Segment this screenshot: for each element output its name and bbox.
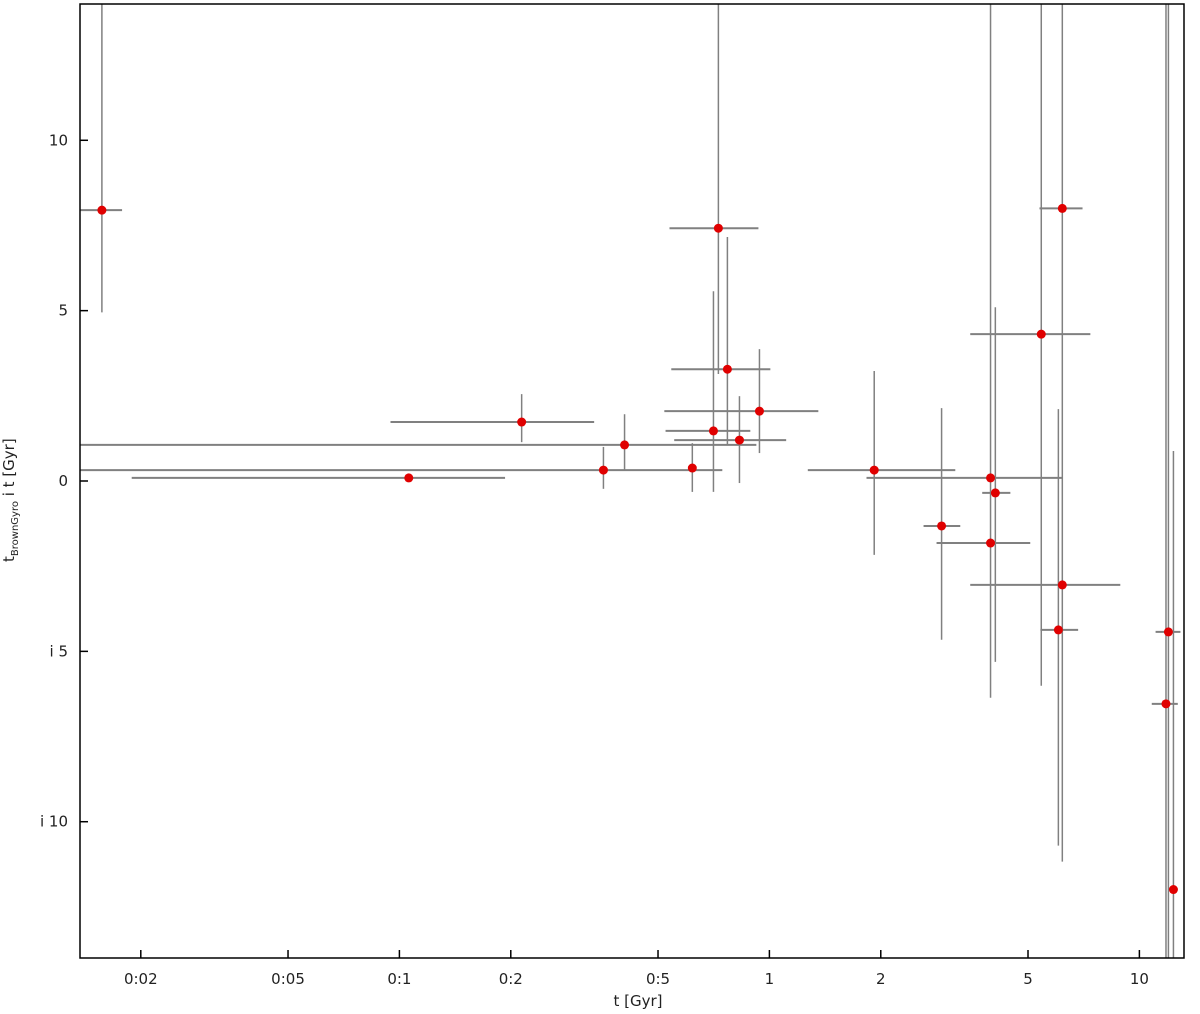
data-point [754, 406, 764, 416]
data-point [708, 426, 718, 436]
data-point [869, 465, 879, 475]
x-tick-label: 0:2 [499, 970, 523, 988]
x-tick-label: 0:5 [646, 970, 670, 988]
plot-frame [79, 3, 1185, 959]
data-point [990, 488, 1000, 498]
x-tick-label: 2 [876, 970, 886, 988]
data-point [986, 538, 996, 548]
data-point [734, 435, 744, 445]
data-point [1053, 625, 1063, 635]
y-label-sub: BrownGyro [10, 501, 21, 556]
x-axis-label: t [Gyr] [613, 992, 662, 1010]
data-point [97, 205, 107, 215]
data-point [937, 521, 947, 531]
x-tick-label: 0:02 [124, 970, 158, 988]
data-point [1161, 699, 1171, 709]
y-axis-label: tBrownGyro i t [Gyr] [0, 438, 21, 562]
x-tick-label: 0:1 [387, 970, 411, 988]
data-point [722, 364, 732, 374]
x-tick-label: 5 [1023, 970, 1033, 988]
y-tick-label: 5 [58, 302, 68, 320]
data-point [1057, 203, 1067, 213]
data-point [1057, 580, 1067, 590]
y-tick-label: 10 [49, 131, 68, 149]
data-point [687, 463, 697, 473]
y-tick-label: i 5 [50, 642, 68, 660]
data-point [517, 417, 527, 427]
data-point [620, 440, 630, 450]
data-point [598, 465, 608, 475]
y-tick-label: i 10 [40, 813, 68, 831]
x-tick-label: 10 [1130, 970, 1149, 988]
data-point [1163, 627, 1173, 637]
y-label-rest: i t [Gyr] [0, 438, 18, 501]
data-point [404, 473, 414, 483]
x-tick-label: 1 [765, 970, 775, 988]
y-tick-label: 0 [58, 472, 68, 490]
data-point [986, 473, 996, 483]
data-point [1168, 885, 1178, 895]
data-point [1036, 329, 1046, 339]
x-tick-label: 0:05 [271, 970, 305, 988]
y-label-main: t [0, 556, 18, 562]
data-point [713, 223, 723, 233]
plot-area [80, 4, 1181, 958]
